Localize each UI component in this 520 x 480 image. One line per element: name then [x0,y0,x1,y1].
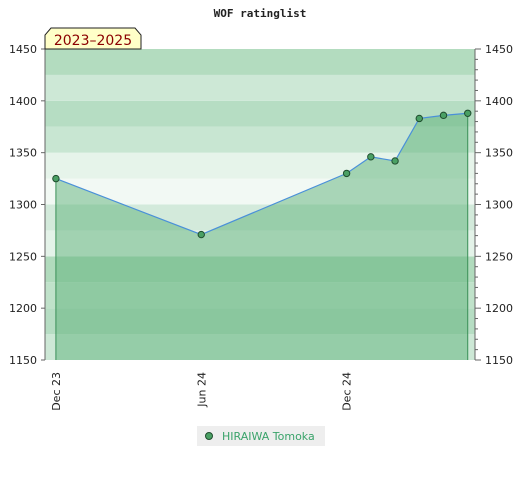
data-points [52,109,472,239]
y-tick-label: 1450 [9,43,37,56]
y-tick-label: 1300 [9,199,37,212]
period-badge-text: 2023–2025 [54,33,132,49]
legend-series-name: HIRAIWA Tomoka [222,430,315,443]
x-axis: Dec 23 Jun 24 Dec 24 [50,372,354,411]
data-point [367,153,375,161]
x-tick-label: Dec 24 [341,372,354,411]
y-tick-label: 1400 [9,95,37,108]
background-band [45,49,475,75]
y-tick-label: 1250 [9,250,37,263]
rating-line [55,112,468,236]
legend-box [197,426,325,446]
y-tick-label: 1150 [9,354,37,367]
background-band [45,100,475,127]
chart-title: WOF ratinglist [214,7,307,20]
y-axis-right: 1150 1200 1250 1300 1350 1400 1450 [475,43,513,367]
x-tick-label: Jun 24 [195,372,208,408]
y-tick-label: 1350 [485,147,513,160]
period-badge: 2023–2025 [44,27,142,50]
legend: HIRAIWA Tomoka [197,426,325,446]
data-point [439,111,448,120]
data-point [52,174,60,183]
x-tick-label: Dec 23 [50,372,63,411]
data-point [464,109,472,117]
y-tick-label: 1250 [485,250,513,263]
rating-area [55,113,468,360]
data-point [415,114,423,123]
rating-line-path [55,112,468,236]
y-tick-label: 1150 [485,354,513,367]
y-tick-label: 1350 [9,147,37,160]
y-tick-label: 1300 [485,199,513,212]
y-tick-label: 1200 [9,302,37,315]
background-band [45,74,475,101]
data-point [197,230,205,239]
y-tick-label: 1200 [485,302,513,315]
y-axis-left: 1150 1200 1250 1300 1350 1400 1450 [9,43,45,367]
rating-area-fill [55,113,468,360]
legend-marker [205,432,213,440]
drop-lines [55,113,469,360]
data-point [391,157,399,165]
y-tick-label: 1400 [485,95,513,108]
y-tick-label: 1450 [485,43,513,56]
data-point [342,169,351,178]
